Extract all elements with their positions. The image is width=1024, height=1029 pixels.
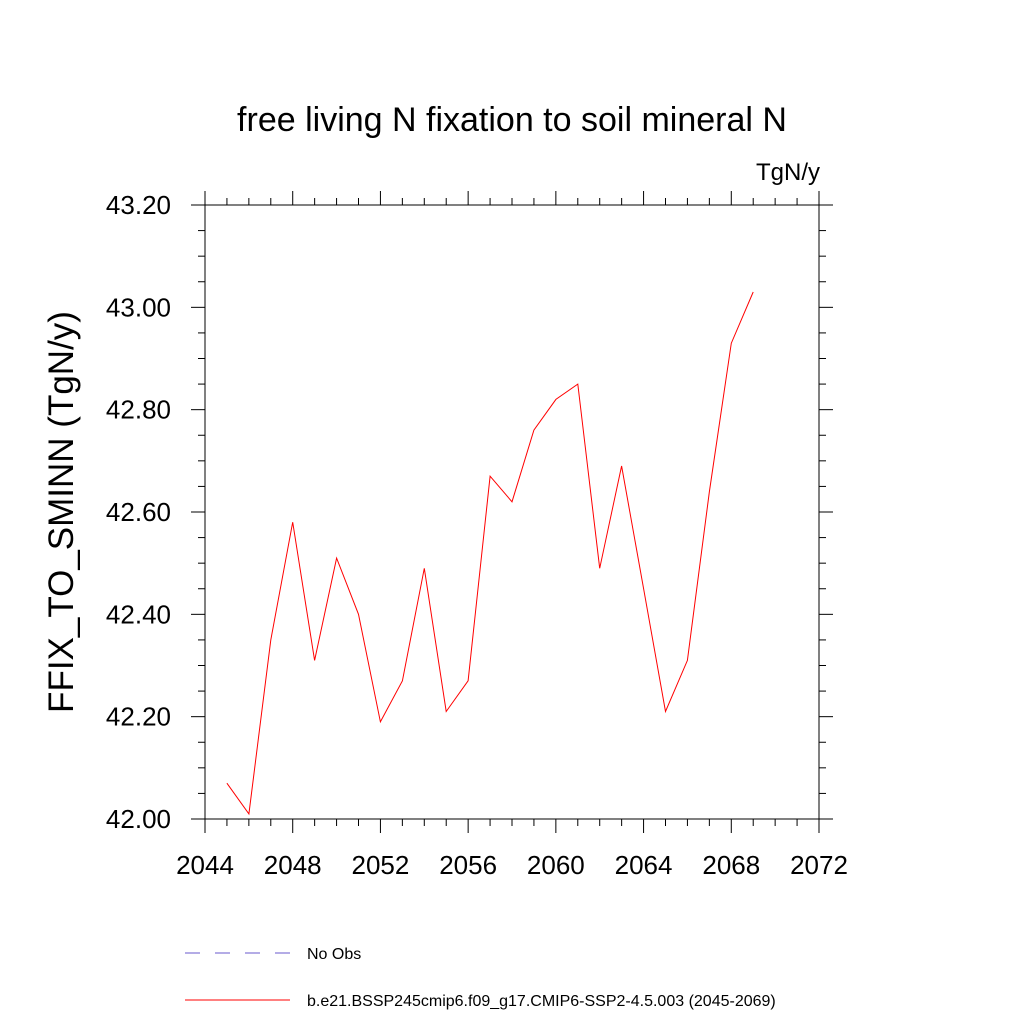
x-tick-label: 2064 <box>615 850 673 880</box>
axis-ticks: 2044 2048 2052 2056 2060 2064 2068 2072 42.00 42.… <box>106 190 848 880</box>
legend-label: b.e21.BSSP245cmip6.f09_g17.CMIP6-SSP2-4.… <box>307 993 776 1010</box>
series-line <box>226 291 754 816</box>
x-tick-label: 2056 <box>439 850 497 880</box>
plot-frame <box>204 204 820 820</box>
y-axis-label: FFIX_TO_SMINN (TgN/y) <box>42 311 81 713</box>
legend: No Obs b.e21.BSSP245cmip6.f09_g17.CMIP6-S… <box>185 946 776 1010</box>
x-tick-label: 2052 <box>352 850 410 880</box>
x-tick-label: 2060 <box>527 850 585 880</box>
y-tick-label: 43.00 <box>106 292 171 322</box>
chart-title: free living N fixation to soil mineral N <box>237 101 787 139</box>
x-tick-label: 2068 <box>702 850 760 880</box>
y-tick-label: 42.40 <box>106 599 171 629</box>
series-layer <box>226 291 754 816</box>
x-tick-label: 2072 <box>790 850 848 880</box>
units-label: TgN/y <box>756 159 820 186</box>
y-tick-label: 42.60 <box>106 497 171 527</box>
x-tick-label: 2044 <box>176 850 234 880</box>
y-tick-label: 42.20 <box>106 702 171 732</box>
y-tick-label: 42.00 <box>106 804 171 834</box>
x-tick-label: 2048 <box>264 850 322 880</box>
y-tick-label: 42.80 <box>106 395 171 425</box>
legend-label: No Obs <box>307 946 361 963</box>
y-tick-label: 43.20 <box>106 190 171 220</box>
